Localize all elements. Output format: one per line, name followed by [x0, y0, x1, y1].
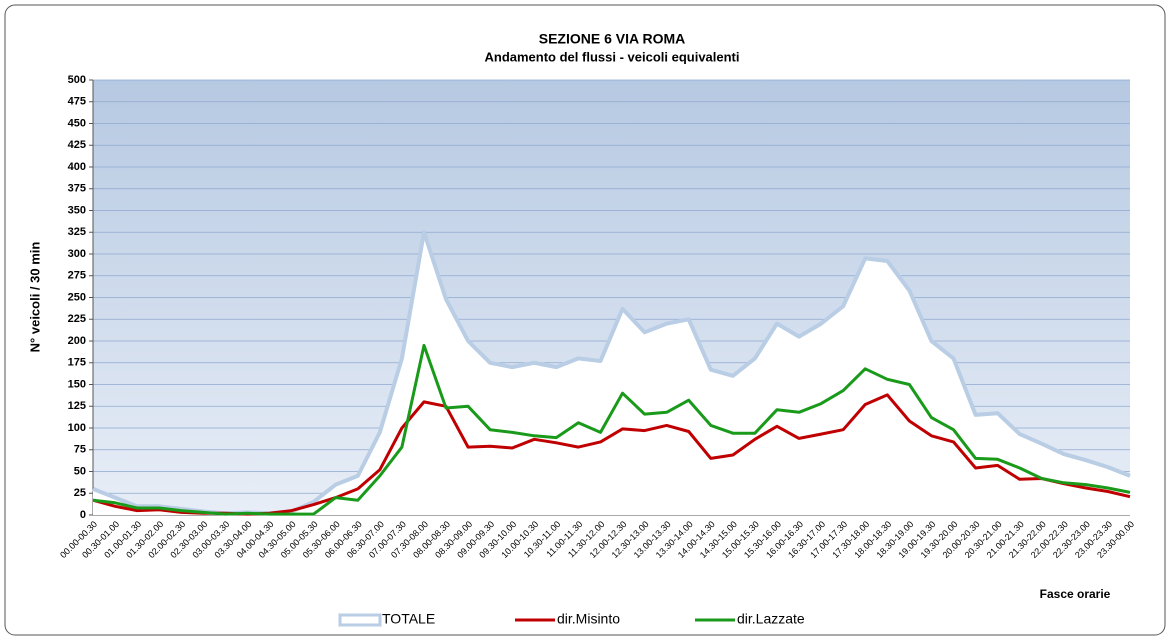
- legend-swatch: [338, 613, 382, 627]
- x-axis-label: Fasce orarie: [1040, 587, 1111, 601]
- legend-label: dir.Lazzate: [737, 611, 805, 627]
- series-line: [92, 343, 1131, 516]
- legend: TOTALE dir.Misinto dir.Lazzate: [338, 611, 805, 627]
- y-axis-label: N° veicoli / 30 min: [27, 242, 42, 353]
- legend-label: TOTALE: [382, 611, 435, 627]
- y-tick-label: 25: [74, 487, 86, 499]
- y-tick-label: 250: [68, 291, 86, 303]
- marks: [92, 230, 1131, 516]
- y-tick-label: 300: [68, 248, 86, 260]
- y-tick-label: 0: [80, 509, 86, 521]
- y-tick-label: 75: [74, 444, 86, 456]
- y-tick-label: 475: [68, 96, 86, 108]
- y-tick-label: 100: [68, 422, 86, 434]
- y-tick-label: 350: [68, 204, 86, 216]
- chart-subtitle: Andamento del flussi - veicoli equivalen…: [485, 49, 740, 64]
- y-tick-label: 225: [68, 313, 86, 325]
- y-tick-label: 275: [68, 270, 86, 282]
- y-tick-label: 150: [68, 378, 86, 390]
- y-tick-label: 400: [68, 161, 86, 173]
- chart-title: SEZIONE 6 VIA ROMA: [539, 31, 686, 47]
- y-tick-label: 375: [68, 183, 86, 195]
- y-tick-label: 450: [68, 117, 86, 129]
- y-tick-label: 50: [74, 465, 86, 477]
- y-tick-label: 200: [68, 335, 86, 347]
- y-tick-label: 325: [68, 226, 86, 238]
- y-tick-label: 500: [68, 74, 86, 86]
- area-fill: [93, 232, 1130, 516]
- legend-label: dir.Misinto: [557, 611, 620, 627]
- y-tick-label: 175: [68, 357, 86, 369]
- y-tick-label: 425: [68, 139, 86, 151]
- y-tick-label: 125: [68, 400, 86, 412]
